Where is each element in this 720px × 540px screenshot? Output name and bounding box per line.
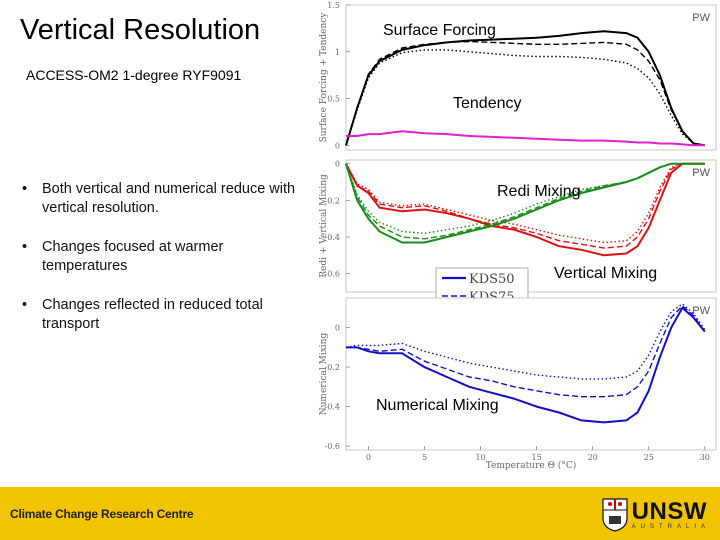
bullet-text: Both vertical and numerical reduce with … xyxy=(42,181,296,216)
y-tick-label: -0.4 xyxy=(325,403,340,412)
series-line-kds50 xyxy=(346,306,706,424)
series-line-surface-forcing-kds135 xyxy=(345,49,705,146)
series-line-tendency xyxy=(346,130,705,147)
bullet-item: • Both vertical and numerical reduce with… xyxy=(22,180,297,218)
y-tick-label: -0.6 xyxy=(325,270,340,279)
annotation-label: Surface Forcing xyxy=(383,22,496,39)
series-line-kds75 xyxy=(346,305,706,398)
x-tick-label: 0 xyxy=(366,453,371,462)
y-tick-label: 0.5 xyxy=(327,95,340,104)
y-tick-label: 1 xyxy=(335,48,340,57)
unsw-crest-icon xyxy=(602,498,628,532)
bullet-item: • Changes reflected in reduced total tran… xyxy=(22,296,297,334)
annotation-label: Numerical Mixing xyxy=(376,397,499,414)
x-tick-label: 10 xyxy=(475,453,485,462)
x-tick-label: 20 xyxy=(588,453,598,462)
bullet-dot-icon: • xyxy=(22,239,28,255)
x-tick-label: 5 xyxy=(422,453,427,462)
series-line-redi-mixing-kds75 xyxy=(345,162,705,249)
y-tick-label: 0 xyxy=(335,160,340,169)
series-line-surface-forcing-kds50 xyxy=(345,30,705,147)
y-axis-label: Numerical Mixing xyxy=(319,333,329,416)
series-line-redi-mixing-kds50 xyxy=(345,162,705,257)
corner-label-pw: PW xyxy=(692,305,710,317)
x-tick-label: 25 xyxy=(644,453,654,462)
series-line-redi-mixing-kds135 xyxy=(345,162,705,244)
y-tick-label: 0 xyxy=(335,324,340,333)
bullet-text: Changes focused at warmer temperatures xyxy=(42,239,224,274)
y-tick-label: -0.6 xyxy=(325,442,340,451)
panel-frame xyxy=(345,4,717,151)
annotation-label: Redi Mixing xyxy=(497,183,581,200)
y-axis-label: Redi + Vertical Mixing xyxy=(319,174,329,278)
footer-org-name: Climate Change Research Centre xyxy=(10,507,194,521)
x-tick-label: 30 xyxy=(700,453,710,462)
unsw-logo: UNSW AUSTRALIA xyxy=(602,495,710,535)
annotation-label: Vertical Mixing xyxy=(554,265,657,282)
bullet-list: • Both vertical and numerical reduce with… xyxy=(22,180,297,354)
slide-title: Vertical Resolution xyxy=(20,14,261,46)
x-tick-label: 15 xyxy=(532,453,542,462)
logo-subtext: AUSTRALIA xyxy=(631,524,710,530)
series-line-kds135 xyxy=(345,303,706,380)
bullet-item: • Changes focused at warmer temperatures xyxy=(22,238,297,276)
y-tick-label: -0.2 xyxy=(325,363,340,372)
series-line-vertical-mixing-kds135 xyxy=(345,162,705,235)
figure-panels: 0 0.5 1 1.5 Surface Forcing + Tendency PW Surf… xyxy=(319,1,717,471)
y-tick-label: 1.5 xyxy=(327,1,340,10)
y-tick-label: -0.4 xyxy=(325,233,340,242)
legend-entry: KDS50 xyxy=(469,272,515,287)
bullet-dot-icon: • xyxy=(22,181,28,197)
y-tick-label: 0 xyxy=(335,141,340,150)
y-tick-label: -0.2 xyxy=(325,196,340,205)
panel-frame xyxy=(345,159,717,293)
bullet-dot-icon: • xyxy=(22,297,28,313)
footer-bar: Climate Change Research Centre UNSW AUST… xyxy=(0,487,720,540)
corner-label-pw: PW xyxy=(692,12,710,24)
corner-label-pw: PW xyxy=(692,167,710,179)
y-axis-label: Surface Forcing + Tendency xyxy=(319,12,329,143)
annotation-label: Tendency xyxy=(453,95,522,112)
slide-subtitle: ACCESS-OM2 1-degree RYF9091 xyxy=(26,67,242,83)
bullet-text: Changes reflected in reduced total trans… xyxy=(42,297,263,332)
series-line-surface-forcing-kds75 xyxy=(345,40,705,146)
logo-wordmark: UNSW xyxy=(631,498,707,525)
series-line-vertical-mixing-kds75 xyxy=(345,162,705,240)
x-axis-label: Temperature Θ (°C) xyxy=(486,460,576,471)
